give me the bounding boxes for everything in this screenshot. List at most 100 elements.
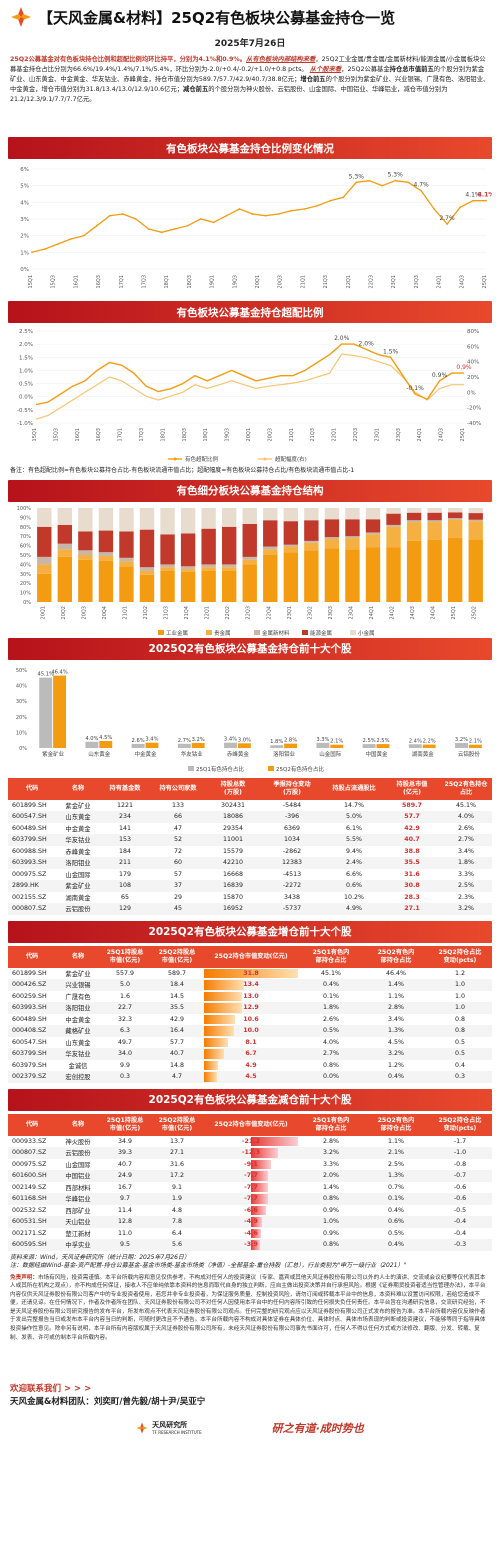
x-tick-label: 23Q3 [396, 428, 402, 441]
table-cell: 11.0 [117, 1229, 133, 1237]
table-cell: -1.7 [453, 1137, 467, 1145]
stacked-bar-segment [324, 547, 340, 602]
disclaimer-title: 免责声明： [10, 1274, 38, 1281]
table-cell: 0.4% [364, 1071, 428, 1083]
y-tick-label: 1% [20, 250, 29, 256]
y2-tick-label: 40% [467, 360, 479, 366]
x-tick-label: 20Q4 [102, 606, 108, 619]
data-point [108, 214, 111, 217]
table-cell: 8.1 [204, 1037, 298, 1049]
x-tick-label: 23Q1 [391, 275, 397, 288]
table-cell: 10.0 [204, 1025, 298, 1037]
table-cell: 广晟有色 [65, 993, 91, 1001]
section-title: 有色板块公募基金持仓比例变化情况 [8, 137, 492, 159]
table-cell: 37 [150, 880, 206, 892]
bar-q2 [468, 744, 482, 748]
data-point [70, 238, 72, 240]
table-cell: 600489.SH [12, 824, 47, 832]
table-cell: 17.2 [150, 1170, 204, 1182]
data-point [173, 228, 176, 230]
x-tick-label: 17Q1 [118, 428, 124, 441]
top10-table: 代码 名称 持有基金数 持有公司家数 持股总数 (万股) 季报持仓变动 (万股) 持股占流通股比… [8, 777, 492, 915]
x-tick-label: 15Q1 [28, 275, 34, 288]
team-info: 天风金属&材料团队：刘奕町/曾先毅/胡十尹/吴亚宁 [10, 1396, 206, 1407]
x-tick-label: 25Q1 [451, 606, 457, 619]
data-point [446, 223, 448, 225]
y-tick-label: -0.5% [17, 408, 33, 414]
series-line [31, 180, 486, 253]
table-cell: 3.3% [323, 1160, 339, 1168]
table-cell: 2.6% [323, 1015, 339, 1023]
table-cell: 11.4 [117, 1206, 133, 1214]
x-tick-label: 24Q1 [437, 275, 443, 288]
stacked-bar-segment [304, 519, 319, 541]
table-cell: -0.5 [453, 1206, 467, 1214]
column-header: 25Q2有色内 部持仓占比 [364, 1113, 428, 1136]
contact-link[interactable]: 欢迎联系我们 > > > [10, 1383, 92, 1394]
table-cell: 30.8 [384, 880, 440, 892]
data-point [264, 214, 267, 217]
value-bar [251, 1240, 260, 1250]
stacked-bar-segment [263, 546, 278, 549]
table-cell: 神火股份 [65, 1138, 91, 1146]
table-cell: 0.8 [454, 1015, 465, 1023]
data-label-q2: 2.8% [284, 737, 297, 743]
holding-ratio-svg: 0% 1% 2% 3% 4% 5% 6% 5.3% 5.3% 4.7% 2.7% 4.1%4.1% 15… [20, 167, 494, 288]
report-date: 2025年7月26日 [214, 39, 286, 49]
x-tick-label: 22Q2 [225, 606, 231, 619]
intro-body: 的个股分别为神火股份、云铝股份、山金国际、中国铝业、华峰铝业，减仓市值分别为21… [10, 86, 448, 103]
column-header: 持有公司家数 [150, 777, 206, 800]
y-tick-label: 100% [17, 506, 32, 512]
data-point [355, 181, 358, 184]
x-tick-label: 18Q3 [187, 275, 193, 288]
x-tick-label: 山金国际 [319, 750, 342, 758]
table-cell: 0.5 [454, 1038, 465, 1046]
column-header: 25Q2持仓市值变动(亿元) [204, 1113, 298, 1136]
bar-q1 [362, 743, 376, 748]
table-cell: 45 [150, 903, 206, 915]
section-title: 2025Q2有色板块公募基金持仓前十大个股 [8, 637, 492, 660]
brand: 天风研究所 TF RESEARCH INSTITUTE [136, 1420, 202, 1435]
column-header: 持股总数 (万股) [206, 777, 260, 800]
bar-q2 [53, 675, 67, 748]
table-cell: 2.4% [324, 857, 384, 869]
section-title: 2025Q2有色板块公募基金减仓前十大个股 [8, 1088, 492, 1111]
table-cell: 0.3 [100, 1071, 150, 1083]
table-cell: 603799.SH [8, 1048, 56, 1060]
y-tick-label: 20% [16, 714, 27, 720]
data-point [238, 208, 241, 210]
y-tick-label: 80% [20, 524, 31, 530]
stacked-bar-segment [201, 528, 216, 564]
stacked-bar-segment [406, 519, 422, 522]
header: 【天风金属&材料】25Q2有色板块公募基金持仓一览 [0, 0, 500, 34]
stacked-bar-segment [468, 507, 483, 513]
y-tick-label: 1.5% [19, 355, 33, 361]
stacked-bar-segment [78, 559, 93, 602]
y-tick-label: 4% [20, 200, 29, 206]
data-label-q2: 2.1% [330, 738, 343, 744]
table-cell: 35.5 [384, 857, 440, 869]
x-tick-label: 24Q2 [390, 606, 396, 619]
legend-marker [173, 457, 177, 461]
data-label-q1: 3.2% [455, 737, 468, 743]
table-cell: 7.8 [150, 1216, 204, 1228]
table-cell: 华友钴业 [56, 1048, 100, 1060]
table-cell: 2.7% [298, 1048, 364, 1060]
table-cell: 000933.SZ [12, 1137, 47, 1145]
section-title: 有色板块公募基金持仓超配比例 [8, 301, 492, 323]
table-cell: 603979.SH [12, 1061, 47, 1069]
stacked-bar-segment [365, 507, 381, 519]
table-cell: 600595.SH [8, 1239, 56, 1251]
table-cell: 中国铝业 [56, 1170, 100, 1182]
stacked-bar-segment [242, 563, 257, 602]
data-point [316, 204, 319, 207]
table-row: 601168.SH 华峰铝业 9.7 1.9 -7.7 0.8% 0.1% -0.6 [8, 1193, 492, 1205]
table-cell: 0.8% [298, 1239, 364, 1251]
stacked-bar-segment [98, 507, 114, 531]
table-cell: -0.7 [428, 1170, 492, 1182]
stacked-bar-segment [221, 526, 237, 564]
table-cell: 0.4 [454, 1061, 465, 1069]
table-cell: -4513 [282, 870, 302, 878]
y-tick-label: 2.0% [19, 342, 33, 348]
data-point [251, 213, 254, 215]
